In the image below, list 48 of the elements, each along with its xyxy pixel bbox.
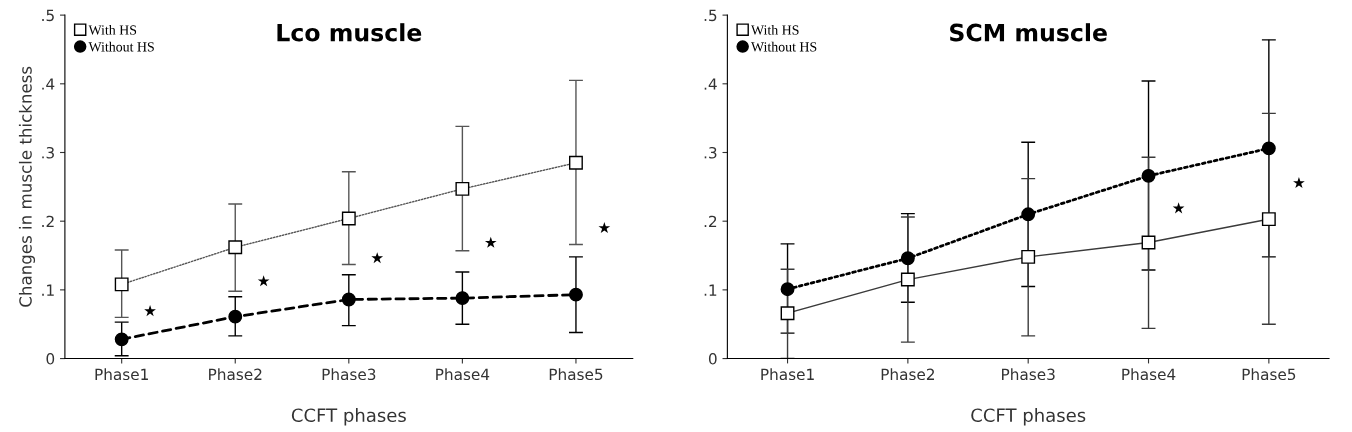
y-tick-label: .2 [704,215,717,227]
point [114,332,129,347]
x-tick-label: Phase4 [436,368,490,381]
x-tick-label: Phase2 [209,368,262,381]
point [1261,141,1276,156]
y-tick-label: 0 [708,353,717,365]
point [569,287,583,302]
y-tick-label: 0 [46,353,55,365]
point [1021,207,1036,222]
y-tick-label: .3 [704,146,717,159]
legend-label: Without HS [751,41,817,52]
x-tick-label: Phase5 [1242,368,1296,381]
x-tick-label: Phase1 [761,368,814,381]
y-tick-label: .4 [704,78,717,90]
point [455,291,470,306]
annotation: ★ [371,252,384,264]
annotation: ★ [484,236,497,248]
legend-label: With HS [88,24,137,35]
legend-label: With HS [751,24,799,35]
point [228,309,243,324]
annotation: ★ [257,275,270,287]
y-axis-title: Changes in muscle thickness [18,66,36,307]
x-axis-title: CCFT phases [971,408,1086,426]
chart-title: Lco muscle [277,23,422,42]
y-tick-label: .5 [704,9,717,22]
x-axis-title: CCFT phases [291,408,406,426]
y-tick-label: .3 [42,146,54,159]
y-tick-label: .1 [704,284,717,296]
x-tick-label: Phase3 [322,368,376,381]
point [900,251,915,266]
annotation: ★ [1172,202,1185,214]
y-tick-label: .2 [42,215,54,227]
x-tick-label: Phase1 [95,368,148,381]
annotation: ★ [144,305,156,317]
y-tick-label: .1 [42,284,54,296]
x-tick-label: Phase3 [1002,368,1055,381]
y-tick-label: .5 [42,9,54,22]
x-tick-label: Phase5 [549,368,603,381]
point [780,282,795,297]
point [1141,168,1156,183]
chart-title: SCM muscle [950,23,1107,42]
y-tick-label: .4 [42,78,55,90]
x-tick-label: Phase4 [1122,368,1176,381]
point [341,292,356,307]
annotation: ★ [598,221,611,234]
x-tick-label: Phase2 [881,368,935,381]
annotation: ★ [1293,176,1305,189]
legend-label: Without HS [88,41,154,52]
